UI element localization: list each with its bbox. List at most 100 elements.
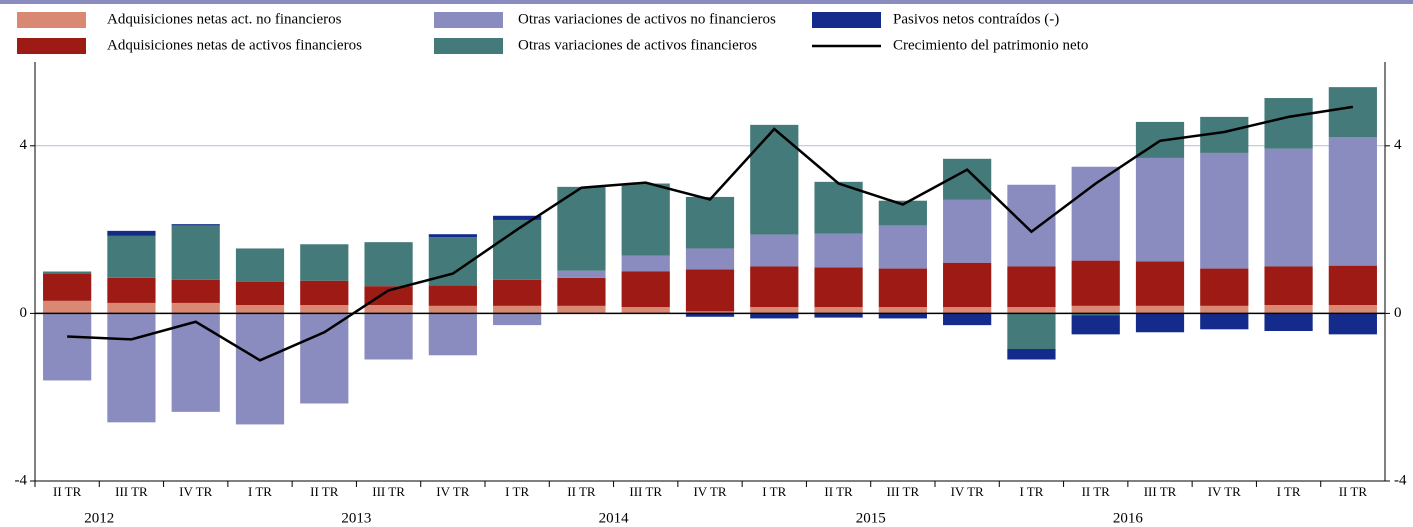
bar-segment (878, 268, 927, 308)
bar-segment (1264, 148, 1313, 267)
x-tick-label: II TR (310, 484, 339, 499)
bar-segment (814, 307, 863, 314)
legend-label: Otras variaciones de activos no financie… (518, 11, 776, 27)
legend-swatch (17, 12, 86, 28)
bar-segment (300, 313, 349, 404)
bar-segment (171, 302, 220, 314)
y-tick-label: 0 (20, 305, 28, 321)
bar-segment (43, 313, 92, 381)
x-tick-label: I TR (762, 484, 786, 499)
bar-segment (428, 313, 477, 356)
bar-segment (171, 313, 220, 412)
bar-segment (1071, 166, 1120, 261)
x-tick-label: IV TR (1208, 484, 1241, 499)
bar-segment (43, 300, 92, 314)
x-tick-label: III TR (115, 484, 148, 499)
bar-segment (493, 215, 542, 220)
bar-segment (428, 285, 477, 306)
bar-segment (1200, 268, 1249, 306)
bar-segment (685, 196, 735, 249)
bar-segment (1328, 137, 1377, 266)
year-label: 2016 (1113, 510, 1144, 526)
bar-segment (557, 186, 606, 271)
bar-segment (364, 313, 413, 360)
bar-segment (300, 280, 349, 306)
legend-label: Crecimiento del patrimonio neto (893, 37, 1088, 53)
y2-tick-label: -4 (1394, 472, 1407, 488)
x-tick-label: IV TR (951, 484, 984, 499)
y-tick-label: 4 (20, 137, 28, 153)
bar-segment (1135, 261, 1185, 306)
bar-segment (1135, 305, 1185, 314)
year-label: 2014 (599, 510, 630, 526)
bar-segment (493, 313, 542, 326)
bar-segment (750, 313, 799, 319)
bar-segment (814, 267, 863, 308)
bar-segment (1200, 305, 1249, 314)
bar-segment (621, 183, 670, 256)
bar-segment (621, 271, 670, 308)
bar-segment (493, 279, 542, 306)
bar-segment (943, 313, 992, 326)
x-tick-label: III TR (887, 484, 920, 499)
bar-segment (1007, 266, 1056, 308)
bar-segment (107, 235, 156, 278)
bar-segment (750, 307, 799, 314)
legend-swatch (17, 38, 86, 54)
bar-segment (1200, 313, 1249, 330)
x-tick-label: III TR (1144, 484, 1177, 499)
bar-segment (814, 181, 863, 234)
bar-segment (685, 313, 735, 317)
bar-segment (943, 307, 992, 314)
bar-segment (1135, 313, 1185, 333)
x-tick-label: III TR (629, 484, 662, 499)
bar-segment (364, 286, 413, 306)
bar-segment (1328, 305, 1377, 314)
bar-segment (557, 277, 606, 306)
bar-segment (1264, 313, 1313, 331)
bar-segment (878, 313, 927, 319)
x-tick-label: II TR (53, 484, 82, 499)
bar-segment (878, 225, 927, 269)
bar-segment (943, 262, 992, 308)
bar-segment (493, 305, 542, 314)
bar-segment (235, 313, 285, 425)
bar-segment (300, 244, 349, 281)
y2-tick-label: 0 (1394, 305, 1402, 321)
x-tick-label: I TR (1277, 484, 1301, 499)
bar-segment (750, 124, 799, 235)
bar-segment (364, 242, 413, 287)
bar-segment (1071, 305, 1120, 314)
bar-segment (1007, 307, 1056, 314)
x-tick-label: II TR (1339, 484, 1368, 499)
bar-segment (685, 269, 735, 312)
bar-segment (428, 234, 477, 238)
bar-segment (685, 311, 735, 314)
legend-label: Otras variaciones de activos financieros (518, 37, 757, 53)
x-tick-label: II TR (567, 484, 596, 499)
bar-segment (1007, 349, 1056, 360)
y2-tick-label: 4 (1394, 137, 1402, 153)
bar-segment (364, 305, 413, 314)
x-tick-label: I TR (248, 484, 272, 499)
bar-segment (621, 255, 670, 272)
x-tick-label: I TR (1019, 484, 1043, 499)
bar-segment (750, 266, 799, 308)
bar-segment (43, 271, 92, 274)
bar-segment (685, 248, 735, 270)
bar-segment (171, 279, 220, 303)
bar-segment (814, 313, 863, 318)
top-stripe (0, 0, 1413, 4)
bar-segment (1071, 313, 1120, 316)
bar-segment (1328, 87, 1377, 138)
legend-label: Pasivos netos contraídos (-) (893, 11, 1059, 27)
legend-swatch (434, 12, 503, 28)
bar-segment (750, 234, 799, 267)
bar-segment (621, 307, 670, 314)
x-tick-label: III TR (372, 484, 405, 499)
legend-swatch (434, 38, 503, 54)
bar-segment (43, 273, 92, 301)
x-tick-label: II TR (824, 484, 853, 499)
bar-segment (107, 277, 156, 303)
